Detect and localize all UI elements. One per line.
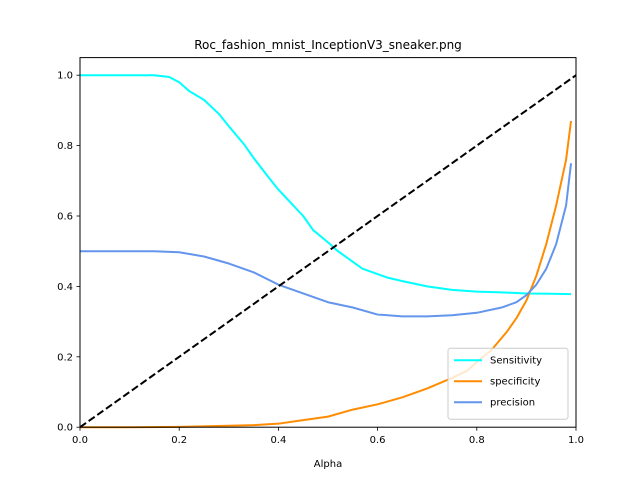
plot-lines xyxy=(79,74,577,429)
chart-title: Roc_fashion_mnist_InceptionV3_sneaker.pn… xyxy=(194,38,462,52)
x-axis-ticks: 0.0 0.2 0.4 0.6 0.8 1.0 xyxy=(72,427,584,446)
y-tick-label: 1.0 xyxy=(57,71,73,82)
series-line-specificity xyxy=(80,120,573,429)
x-tick-label: 0.0 xyxy=(72,435,88,446)
y-tick-label: 0.8 xyxy=(57,141,73,152)
plot-frame xyxy=(79,57,577,428)
x-axis-label: Alpha xyxy=(314,459,342,470)
x-tick-label: 0.8 xyxy=(469,435,485,446)
legend-label-precision: precision xyxy=(490,398,535,409)
x-tick-label: 1.0 xyxy=(568,435,584,446)
y-tick-label: 0.4 xyxy=(57,282,73,293)
series-line-precision xyxy=(80,163,573,318)
y-tick-label: 0.6 xyxy=(57,212,73,223)
x-tick-label: 0.6 xyxy=(370,435,386,446)
x-tick-label: 0.2 xyxy=(171,435,187,446)
diagonal-reference-line xyxy=(79,74,577,429)
y-tick-label: 0.2 xyxy=(57,352,73,363)
legend-label-specificity: specificity xyxy=(490,377,540,388)
series-line-sensitivity xyxy=(80,74,572,296)
legend-label-sensitivity: Sensitivity xyxy=(490,356,542,367)
x-tick-label: 0.4 xyxy=(270,435,286,446)
y-axis-ticks: 0.0 0.2 0.4 0.6 0.8 1.0 xyxy=(57,71,80,434)
legend: Sensitivity specificity precision xyxy=(447,347,569,420)
y-tick-label: 0.0 xyxy=(57,423,73,434)
